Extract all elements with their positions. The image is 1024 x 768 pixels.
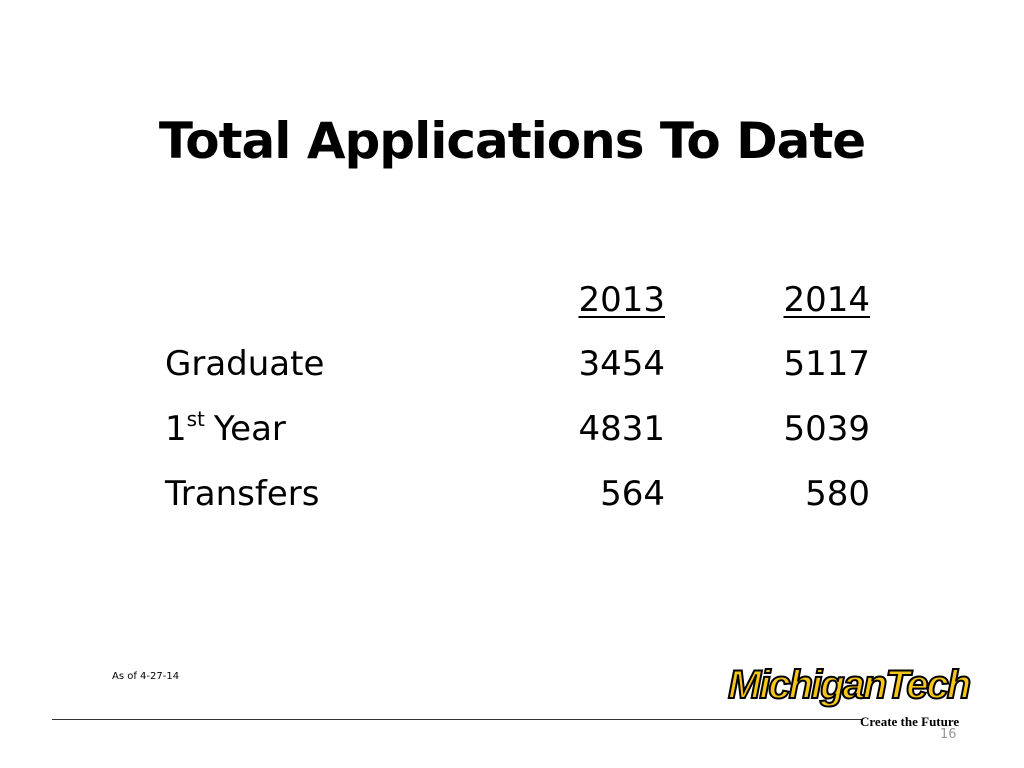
row-label: 1st Year (165, 409, 286, 449)
row-label-base: 1 (165, 409, 187, 449)
cell-value: 580 (805, 474, 870, 514)
cell-value: 4831 (578, 409, 665, 449)
row-label: Graduate (165, 344, 325, 384)
cell-value: 564 (600, 474, 665, 514)
cell-value: 3454 (578, 344, 665, 384)
footer-rule (52, 719, 862, 720)
cell-value: 5117 (783, 344, 870, 384)
row-label-sup: st (186, 407, 205, 431)
row-label: Transfers (165, 474, 320, 514)
column-header: 2013 (578, 280, 665, 320)
slide-title: Total Applications To Date (158, 112, 866, 170)
cell-value: 5039 (783, 409, 870, 449)
logo: MichiganTech (727, 662, 972, 708)
column-header: 2014 (783, 280, 870, 320)
row-label-rest: Year (213, 409, 286, 449)
footnote: As of 4-27-14 (112, 671, 180, 682)
logo-tagline: Create the Future (860, 714, 960, 729)
page-number: 16 (940, 727, 957, 742)
